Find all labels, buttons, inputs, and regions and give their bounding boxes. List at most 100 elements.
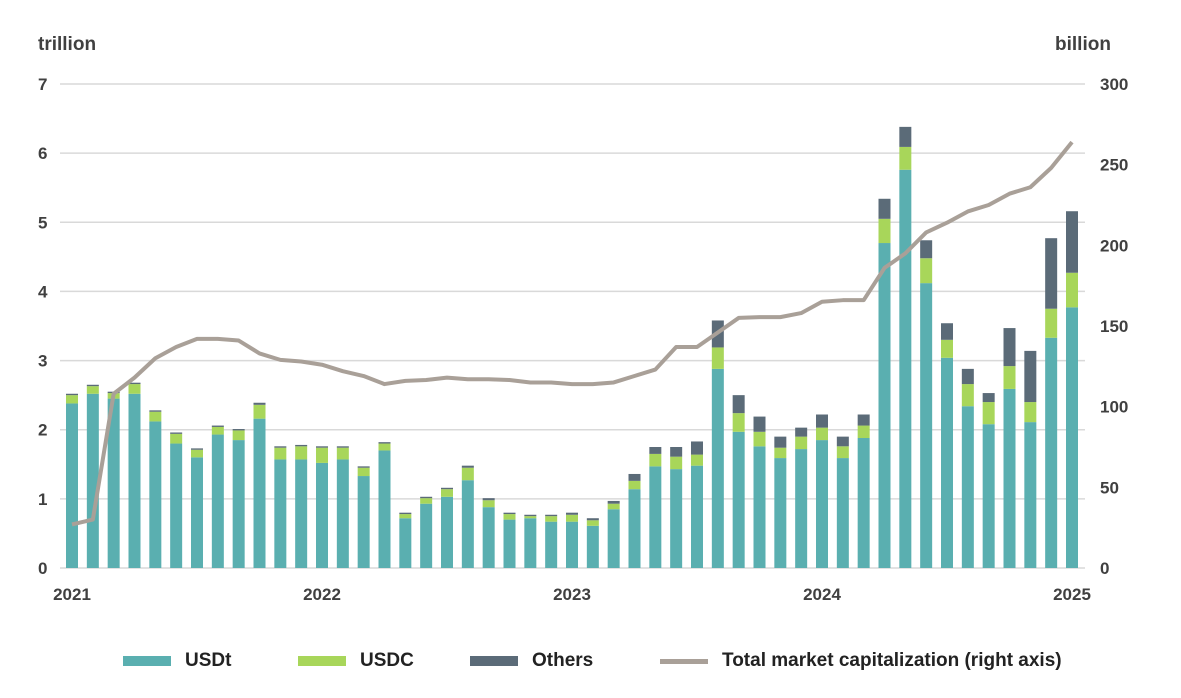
bar-others	[961, 368, 974, 385]
y2-tick-label: 50	[1100, 478, 1119, 497]
legend-label: USDC	[360, 650, 414, 671]
legend-usdc: USDC	[298, 650, 414, 672]
bar-others	[253, 402, 266, 405]
bar-usdc	[628, 480, 641, 490]
bar-others	[149, 410, 162, 412]
bar-usdt	[461, 480, 474, 568]
y2-tick-label: 100	[1100, 398, 1128, 417]
bar-others	[649, 447, 662, 454]
bar-usdc	[211, 426, 224, 435]
bar-usdc	[795, 436, 808, 450]
market-cap-line	[71, 140, 1074, 527]
legend-label: Others	[532, 650, 594, 671]
bar-usdt	[753, 446, 766, 568]
bar-usdt	[1066, 307, 1078, 568]
bar-others	[420, 496, 433, 499]
bar-usdt	[711, 368, 724, 568]
bar-others	[795, 427, 808, 437]
bar-usdc	[607, 503, 620, 510]
bar-others	[316, 446, 328, 448]
right-axis-unit: billion	[1055, 34, 1111, 55]
bar-others	[399, 512, 412, 515]
bar-usdc	[586, 520, 599, 526]
bar-usdt	[628, 489, 641, 568]
bar-others	[378, 442, 391, 444]
bar-others	[857, 414, 870, 426]
legend-swatch	[298, 656, 346, 666]
bar-usdc	[253, 404, 266, 419]
bar-others	[753, 416, 766, 432]
bar-usdt	[857, 438, 870, 568]
y2-tick-label: 300	[1100, 75, 1128, 94]
bar-others	[232, 429, 245, 431]
bar-usdt	[941, 357, 953, 568]
bar-usdc	[545, 516, 558, 522]
bar-usdt	[253, 418, 266, 568]
bar-usdc	[941, 339, 953, 358]
bar-others	[691, 441, 703, 455]
bar-usdc	[295, 446, 308, 460]
bar-usdc	[336, 447, 349, 460]
legend-swatch	[470, 656, 518, 666]
bar-usdc	[691, 454, 703, 466]
legend-swatch	[660, 658, 708, 664]
bar-usdt	[524, 518, 537, 568]
bar-usdc	[357, 467, 370, 477]
bar-others	[774, 436, 787, 448]
bar-others	[86, 384, 99, 387]
y2-tick-label: 150	[1100, 317, 1128, 336]
bar-usdt	[1003, 388, 1016, 568]
bar-usdt	[295, 459, 308, 568]
bar-others	[191, 448, 203, 450]
bar-usdt	[128, 393, 141, 568]
bar-others	[586, 518, 599, 521]
bar-usdc	[232, 430, 245, 441]
bar-others	[128, 382, 141, 385]
bar-usdc	[836, 446, 849, 459]
bar-usdc	[441, 489, 453, 497]
bar-others	[607, 500, 620, 504]
bar-usdt	[66, 403, 78, 568]
bar-others	[732, 395, 745, 414]
y-tick-label: 7	[38, 75, 47, 94]
bar-usdc	[961, 384, 974, 407]
bar-usdc	[128, 384, 141, 394]
y2-tick-label: 250	[1100, 156, 1128, 175]
bar-others	[941, 323, 953, 340]
bar-usdc	[274, 447, 287, 460]
y2-tick-label: 0	[1100, 559, 1109, 578]
bar-usdc	[170, 433, 183, 444]
bar-usdc	[982, 402, 995, 425]
bar-usdc	[857, 425, 870, 439]
bar-others	[274, 446, 287, 448]
y-tick-label: 6	[38, 144, 47, 163]
bar-usdt	[274, 459, 287, 568]
bar-usdc	[1066, 272, 1078, 308]
bar-usdt	[441, 496, 453, 568]
bar-usdt	[420, 503, 433, 568]
bar-others	[628, 473, 641, 481]
bar-usdc	[191, 449, 203, 458]
bar-usdt	[336, 459, 349, 568]
bar-usdt	[378, 450, 391, 568]
y-tick-label: 1	[38, 490, 47, 509]
bar-others	[670, 447, 683, 457]
bar-usdt	[816, 440, 828, 568]
y-tick-label: 4	[38, 282, 48, 301]
bar-usdt	[191, 457, 203, 568]
bar-others	[503, 512, 516, 515]
y-tick-label: 0	[38, 559, 47, 578]
bar-others	[1045, 238, 1058, 309]
bar-usdt	[732, 431, 745, 568]
bar-others	[295, 444, 308, 447]
bar-others	[899, 126, 912, 147]
bar-usdt	[607, 509, 620, 568]
left-axis-unit: trillion	[38, 34, 96, 55]
bar-usdt	[170, 443, 183, 568]
bar-usdt	[357, 476, 370, 568]
chart-plot: trillion billion 0 1 2 3 4 5 6 7 0 50 100 150 200 250…	[38, 34, 1128, 604]
x-tick-label: 2025	[1053, 585, 1091, 604]
legend-swatch	[123, 656, 171, 666]
bar-usdc	[86, 386, 99, 394]
